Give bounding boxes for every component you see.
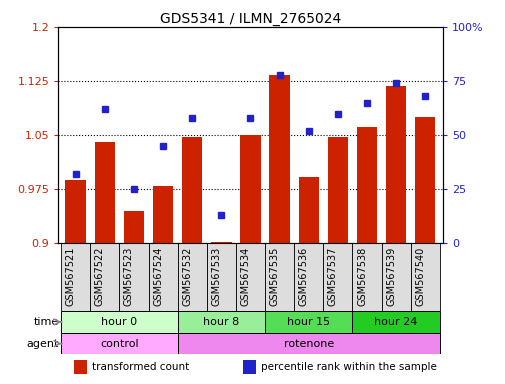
Text: GSM567524: GSM567524: [153, 247, 163, 306]
Bar: [323, 243, 352, 311]
Bar: [61, 311, 177, 333]
Bar: [293, 243, 323, 311]
Bar: [240, 135, 260, 243]
Bar: [356, 126, 376, 243]
Text: transformed count: transformed count: [92, 362, 189, 372]
Text: percentile rank within the sample: percentile rank within the sample: [261, 362, 436, 372]
Text: hour 15: hour 15: [287, 317, 330, 327]
Bar: [119, 243, 148, 311]
Bar: [410, 243, 439, 311]
Bar: [414, 117, 435, 243]
Text: hour 24: hour 24: [374, 317, 417, 327]
Text: GSM567538: GSM567538: [357, 247, 366, 306]
Bar: [182, 137, 202, 243]
Bar: [352, 243, 381, 311]
Bar: [65, 180, 86, 243]
Text: GSM567537: GSM567537: [327, 247, 337, 306]
Bar: [352, 311, 439, 333]
Bar: [177, 243, 207, 311]
Text: GSM567522: GSM567522: [94, 247, 105, 306]
Title: GDS5341 / ILMN_2765024: GDS5341 / ILMN_2765024: [160, 12, 340, 26]
Bar: [242, 359, 256, 374]
Text: hour 8: hour 8: [203, 317, 239, 327]
Bar: [148, 243, 177, 311]
Text: GSM567535: GSM567535: [269, 247, 279, 306]
Bar: [269, 74, 289, 243]
Text: GSM567523: GSM567523: [124, 247, 134, 306]
Bar: [265, 243, 293, 311]
Bar: [177, 333, 439, 354]
Bar: [90, 243, 119, 311]
Bar: [211, 242, 231, 243]
Bar: [73, 359, 87, 374]
Bar: [298, 177, 318, 243]
Text: GSM567532: GSM567532: [182, 247, 192, 306]
Text: rotenone: rotenone: [283, 339, 333, 349]
Bar: [61, 243, 90, 311]
Bar: [207, 243, 235, 311]
Text: GSM567533: GSM567533: [211, 247, 221, 306]
Bar: [385, 86, 406, 243]
Bar: [265, 311, 352, 333]
Bar: [61, 333, 177, 354]
Text: hour 0: hour 0: [101, 317, 137, 327]
Bar: [235, 243, 265, 311]
Text: GSM567539: GSM567539: [385, 247, 395, 306]
Bar: [327, 137, 347, 243]
Text: GSM567536: GSM567536: [298, 247, 308, 306]
Text: GSM567534: GSM567534: [240, 247, 250, 306]
Bar: [124, 211, 144, 243]
Text: GSM567521: GSM567521: [66, 247, 76, 306]
Bar: [153, 186, 173, 243]
Bar: [94, 142, 115, 243]
Text: control: control: [100, 339, 138, 349]
Text: agent: agent: [26, 339, 59, 349]
Text: time: time: [33, 317, 59, 327]
Text: GSM567540: GSM567540: [415, 247, 424, 306]
Bar: [381, 243, 410, 311]
Bar: [177, 311, 265, 333]
